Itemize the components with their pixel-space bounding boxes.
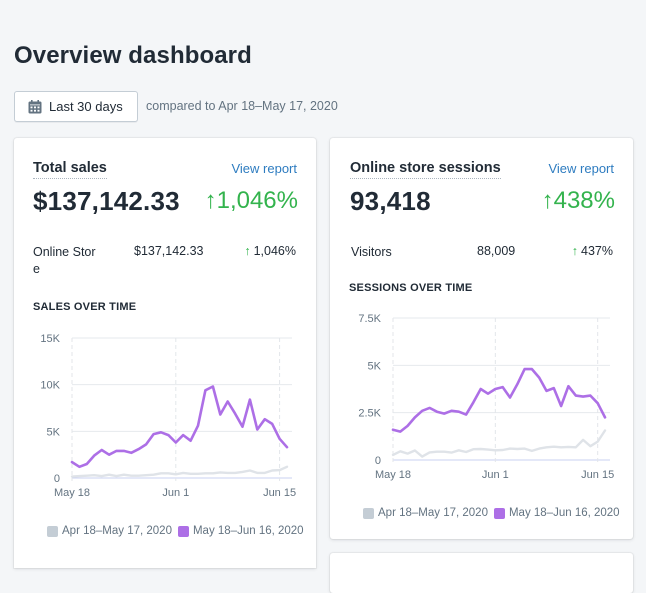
legend-swatch-current: [494, 508, 505, 519]
legend-swatch-previous: [47, 526, 58, 537]
date-range-label: Last 30 days: [49, 99, 123, 114]
legend-label-current: May 18–Jun 16, 2020: [193, 525, 304, 537]
y-tick-label: 0: [54, 473, 60, 485]
sessions-over-time-chart: 0 2.5K 5K 7.5K May 18 Jun 1 Jun 15: [330, 138, 633, 498]
y-tick-label: 5K: [47, 426, 61, 438]
total-sales-card: Total sales View report $137,142.33 ↑1,0…: [14, 138, 316, 568]
legend-item-previous: Apr 18–May 17, 2020: [363, 507, 488, 519]
legend-swatch-previous: [363, 508, 374, 519]
next-card: [330, 553, 633, 593]
sessions-chart-legend: Apr 18–May 17, 2020 May 18–Jun 16, 2020: [363, 507, 626, 519]
y-tick-label: 5K: [368, 360, 382, 372]
y-tick-label: 15K: [40, 333, 60, 345]
sales-chart-legend: Apr 18–May 17, 2020 May 18–Jun 16, 2020: [47, 525, 310, 537]
legend-item-current: May 18–Jun 16, 2020: [178, 525, 304, 537]
x-tick-label: Jun 15: [263, 487, 296, 499]
calendar-icon: [28, 100, 42, 114]
x-tick-label: Jun 1: [162, 487, 189, 499]
y-tick-label: 10K: [40, 380, 60, 392]
x-tick-label: Jun 1: [482, 469, 509, 481]
series-line-previous: [393, 431, 605, 457]
online-store-sessions-card: Online store sessions View report 93,418…: [330, 138, 633, 539]
legend-label-current: May 18–Jun 16, 2020: [509, 507, 620, 519]
legend-item-previous: Apr 18–May 17, 2020: [47, 525, 172, 537]
legend-label-previous: Apr 18–May 17, 2020: [378, 507, 488, 519]
series-line-current: [72, 387, 287, 467]
x-tick-label: May 18: [375, 469, 411, 481]
compare-text: compared to Apr 18–May 17, 2020: [146, 99, 338, 113]
series-line-current: [393, 369, 605, 432]
y-tick-label: 2.5K: [358, 408, 381, 420]
sales-over-time-chart: 0 5K 10K 15K May 18 Jun 1 Jun 15: [14, 138, 316, 518]
legend-swatch-current: [178, 526, 189, 537]
x-tick-label: Jun 15: [581, 469, 614, 481]
page-title: Overview dashboard: [14, 42, 252, 70]
legend-label-previous: Apr 18–May 17, 2020: [62, 525, 172, 537]
date-range-button[interactable]: Last 30 days: [14, 91, 138, 122]
x-tick-label: May 18: [54, 487, 90, 499]
y-tick-label: 7.5K: [358, 313, 381, 325]
series-line-previous: [72, 467, 287, 477]
y-tick-label: 0: [375, 455, 381, 467]
legend-item-current: May 18–Jun 16, 2020: [494, 507, 620, 519]
